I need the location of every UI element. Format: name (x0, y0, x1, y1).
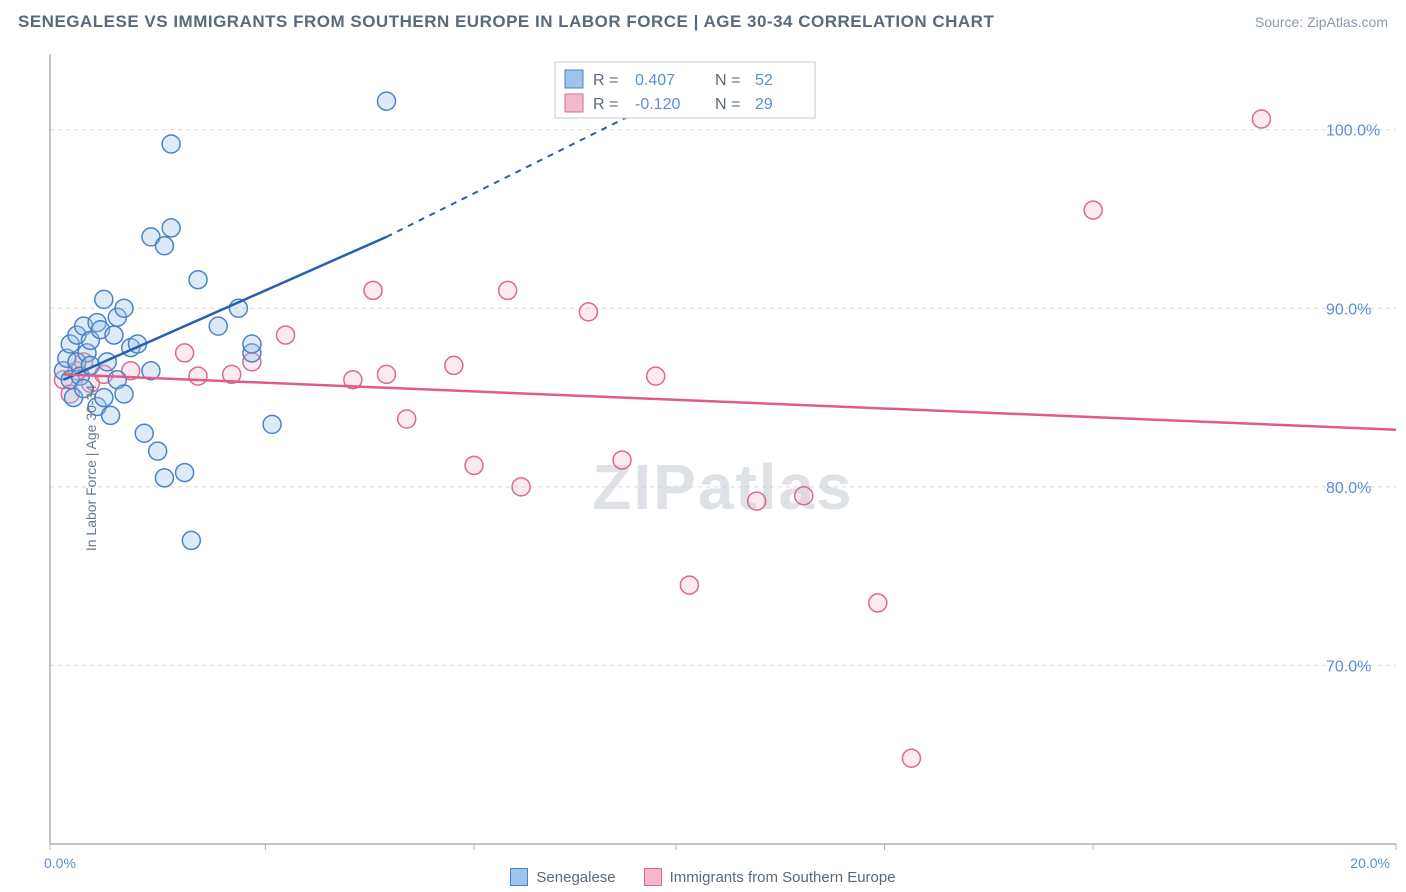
legend-label-b: Immigrants from Southern Europe (670, 869, 896, 886)
data-point-b (176, 344, 194, 362)
chart-svg: 70.0%80.0%90.0%100.0%ZIPatlas0.0%20.0%R … (0, 44, 1406, 892)
stats-n-label-a: N = (715, 72, 740, 89)
data-point-b (512, 478, 530, 496)
data-point-a (102, 406, 120, 424)
stats-n-b: 29 (755, 96, 773, 113)
stats-n-label-b: N = (715, 96, 740, 113)
y-tick-label: 90.0% (1326, 301, 1371, 318)
data-point-a (155, 237, 173, 255)
data-point-a (176, 464, 194, 482)
data-point-b (748, 492, 766, 510)
data-point-a (105, 326, 123, 344)
legend-label-a: Senegalese (536, 869, 615, 886)
data-point-a (162, 219, 180, 237)
data-point-a (149, 442, 167, 460)
data-point-a (182, 531, 200, 549)
data-point-b (499, 281, 517, 299)
data-point-b (613, 451, 631, 469)
stats-swatch-b (565, 94, 583, 112)
y-axis-label: In Labor Force | Age 30-34 (83, 385, 99, 551)
legend-item-b: Immigrants from Southern Europe (644, 868, 896, 886)
data-point-b (189, 367, 207, 385)
source-label: Source: ZipAtlas.com (1255, 14, 1388, 30)
legend-swatch-b (644, 868, 662, 886)
stats-r-a: 0.407 (635, 72, 675, 89)
data-point-a (209, 317, 227, 335)
data-point-a (243, 335, 261, 353)
data-point-b (364, 281, 382, 299)
chart-area: In Labor Force | Age 30-34 70.0% 80.0% 90.… (0, 44, 1406, 892)
legend-item-a: Senegalese (510, 868, 615, 886)
data-point-b (445, 356, 463, 374)
data-point-a (263, 415, 281, 433)
stats-r-label-b: R = (593, 96, 618, 113)
data-point-b (795, 487, 813, 505)
y-tick-label: 80.0% (1326, 480, 1371, 497)
data-point-a (115, 385, 133, 403)
stats-n-a: 52 (755, 72, 773, 89)
data-point-a (189, 271, 207, 289)
data-point-a (95, 290, 113, 308)
data-point-b (378, 365, 396, 383)
data-point-b (398, 410, 416, 428)
y-tick-label: 70.0% (1326, 658, 1371, 675)
data-point-b (1252, 110, 1270, 128)
data-point-a (378, 92, 396, 110)
data-point-b (277, 326, 295, 344)
legend-swatch-a (510, 868, 528, 886)
data-point-b (647, 367, 665, 385)
data-point-b (869, 594, 887, 612)
data-point-a (155, 469, 173, 487)
chart-title: SENEGALESE VS IMMIGRANTS FROM SOUTHERN E… (18, 12, 994, 32)
trend-line-a-dash (387, 103, 656, 237)
stats-swatch-a (565, 70, 583, 88)
stats-r-b: -0.120 (635, 96, 680, 113)
data-point-b (579, 303, 597, 321)
data-point-b (902, 749, 920, 767)
data-point-b (465, 456, 483, 474)
data-point-b (1084, 201, 1102, 219)
data-point-a (115, 299, 133, 317)
y-tick-label: 100.0% (1326, 123, 1380, 140)
data-point-a (162, 135, 180, 153)
stats-r-label-a: R = (593, 72, 618, 89)
data-point-a (135, 424, 153, 442)
legend: Senegalese Immigrants from Southern Euro… (0, 868, 1406, 886)
data-point-b (680, 576, 698, 594)
